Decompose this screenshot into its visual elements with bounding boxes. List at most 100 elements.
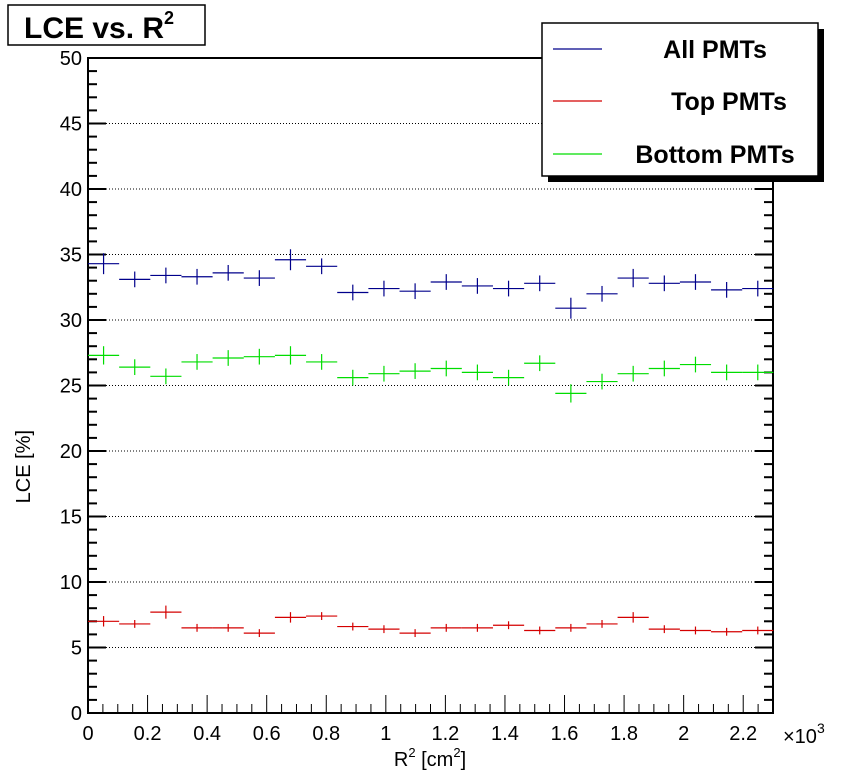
data-point: [711, 627, 743, 636]
x-axis-multiplier: ×103: [783, 720, 825, 748]
grid-layer: [88, 123, 773, 648]
data-point: [742, 280, 774, 297]
y-tick-label: 10: [60, 572, 82, 594]
x-axis-label-unit-close: ]: [461, 749, 467, 771]
data-point: [742, 626, 774, 635]
data-point: [492, 621, 525, 630]
x-tick-label: 0.4: [193, 723, 221, 745]
data-point: [399, 629, 431, 638]
data-point: [586, 285, 618, 302]
data-point: [119, 619, 151, 628]
x-tick-label: 0.2: [134, 723, 162, 745]
data-point: [274, 612, 307, 623]
data-point: [586, 373, 618, 390]
data-point: [119, 359, 151, 376]
data-point: [430, 623, 462, 632]
data-point: [306, 258, 338, 275]
x-tick-label: 2.2: [729, 723, 757, 745]
y-tick-label: 5: [71, 638, 82, 660]
data-point: [648, 625, 680, 634]
x-tick-label: 0.8: [312, 723, 340, 745]
axis-layer: 0 5 10 15 20 25 30 35 40 45 50 0 0.2 0.4 0.6 0.8 1 1.2 1.4…: [60, 48, 774, 745]
data-point: [212, 264, 244, 281]
data-point: [399, 363, 431, 379]
data-point: [181, 354, 213, 370]
data-point: [742, 364, 774, 381]
y-tick-label: 15: [60, 507, 82, 529]
data-point: [88, 253, 120, 275]
y-tick-label: 40: [60, 179, 82, 201]
data-point: [243, 629, 275, 638]
data-point: [430, 274, 462, 290]
data-point: [368, 365, 400, 382]
data-point: [212, 623, 244, 632]
y-tick-label: 0: [71, 703, 82, 725]
data-point: [679, 356, 712, 373]
x-tick-label: 2: [678, 723, 689, 745]
series-top-pmts: [88, 605, 774, 638]
x-tick-label: 1.4: [491, 723, 519, 745]
data-point: [150, 605, 182, 619]
y-tick-label: 50: [60, 48, 82, 70]
data-point: [555, 384, 587, 403]
data-point: [461, 364, 493, 381]
data-point: [679, 626, 712, 635]
data-point: [461, 623, 493, 632]
data-point: [524, 355, 556, 372]
data-point: [399, 283, 431, 300]
data-point: [617, 612, 649, 623]
series-bottom-pmts: [88, 346, 774, 403]
data-point: [368, 625, 400, 634]
x-tick-label: 1.8: [610, 723, 638, 745]
legend: All PMTs Top PMTs Bottom PMTs: [541, 22, 824, 182]
data-point: [430, 360, 462, 377]
data-point: [368, 280, 400, 297]
x-axis-label-unit-exp: 2: [453, 745, 460, 760]
title-box: LCE vs. R2: [7, 4, 206, 46]
y-tick-label: 35: [60, 245, 82, 267]
data-point: [524, 275, 556, 292]
data-point: [88, 346, 120, 365]
data-point: [679, 274, 712, 290]
x-tick-label: 1.6: [551, 723, 579, 745]
data-point: [212, 350, 244, 366]
data-point: [150, 368, 182, 385]
y-tick-label: 20: [60, 441, 82, 463]
data-point: [492, 369, 525, 386]
data-point: [461, 278, 493, 294]
data-point: [181, 623, 213, 632]
y-axis-label: LCE [%]: [13, 430, 35, 503]
x-axis-label-r: R: [394, 749, 408, 771]
data-point: [555, 297, 587, 319]
data-point: [711, 282, 743, 298]
data-point: [150, 267, 182, 284]
x-tick-label: 1: [380, 723, 391, 745]
data-point: [524, 626, 556, 635]
chart-title: LCE vs. R2: [24, 8, 174, 45]
data-point: [617, 268, 649, 288]
data-point: [243, 270, 275, 286]
data-point: [337, 284, 369, 301]
x-axis-label: R2 [cm2]: [394, 745, 466, 771]
data-layer: [88, 249, 774, 638]
x-axis-multiplier-exp: 3: [817, 720, 825, 736]
x-tick-label: 0: [82, 723, 93, 745]
data-point: [337, 622, 369, 631]
data-point: [586, 619, 618, 628]
series-all-pmts: [88, 249, 774, 319]
legend-label: All PMTs: [663, 36, 767, 64]
data-point: [617, 365, 649, 382]
legend-label: Top PMTs: [671, 88, 787, 116]
data-point: [88, 616, 120, 627]
data-point: [555, 623, 587, 632]
y-tick-label: 30: [60, 310, 82, 332]
x-tick-label: 0.6: [253, 723, 281, 745]
data-point: [119, 271, 151, 288]
data-point: [274, 249, 307, 271]
title-box-frame: [7, 4, 206, 46]
data-point: [492, 280, 525, 297]
data-point: [337, 369, 369, 386]
x-axis-multiplier-base: ×10: [783, 726, 817, 748]
legend-label: Bottom PMTs: [635, 141, 794, 169]
